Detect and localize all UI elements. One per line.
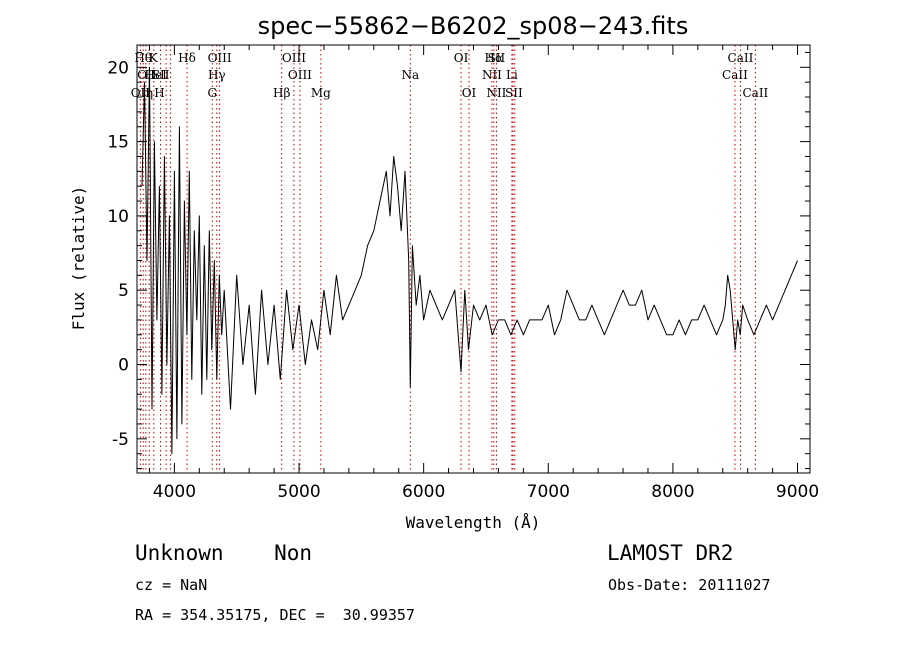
axis-ticks: 4000 5000 6000 7000 8000 9000 -5 0 5 10 15 20 (107, 45, 819, 502)
line-label: NII (486, 86, 506, 100)
line-label: G (207, 86, 217, 100)
line-label: OI (462, 86, 477, 100)
x-tick-label: 6000 (402, 482, 445, 502)
x-tick-label: 7000 (527, 482, 570, 502)
line-label: Hθ (134, 51, 152, 65)
emission-line-markers (139, 45, 756, 473)
line-label: OII (131, 86, 151, 100)
redshift-value: cz = NaN (135, 576, 208, 594)
plot-frame (136, 44, 811, 474)
y-axis-label: Flux (relative) (69, 186, 88, 331)
x-tick-label: 9000 (776, 482, 819, 502)
line-label: CaII (742, 86, 768, 100)
line-label: Hα (485, 51, 504, 65)
spectrum-series (141, 66, 798, 455)
x-tick-label: 4000 (153, 482, 196, 502)
y-tick-label: 10 (107, 207, 129, 227)
line-label: Li (506, 68, 518, 82)
coordinates: RA = 354.35175, DEC = 30.99357 (135, 606, 415, 624)
object-class-label: Unknown Non (135, 541, 313, 565)
line-label: CaII (728, 51, 754, 65)
line-label: OIII (288, 68, 312, 82)
y-tick-label: 5 (118, 281, 129, 301)
axes-frame (136, 44, 811, 474)
line-label: SII (505, 86, 523, 100)
line-label: Hβ (273, 86, 290, 100)
y-tick-label: 0 (118, 356, 129, 376)
line-label: Hδ (178, 51, 196, 65)
x-tick-label: 5000 (277, 482, 320, 502)
line-label: H (154, 86, 164, 100)
line-label: Hγ (208, 68, 226, 82)
line-label: SII (152, 68, 170, 82)
survey-label: LAMOST DR2 (607, 541, 734, 565)
line-label: SII (488, 51, 506, 65)
line-label: OIII (282, 51, 306, 65)
line-label: CaII (722, 68, 748, 82)
line-label: K (149, 51, 159, 65)
y-tick-label: 20 (107, 58, 129, 78)
spectrum-line (141, 66, 798, 455)
y-tick-label: 15 (107, 133, 129, 153)
line-label: OI (454, 51, 469, 65)
line-label: NII (482, 68, 502, 82)
x-axis-label: Wavelength (Å) (406, 513, 541, 532)
x-tick-label: 8000 (651, 482, 694, 502)
y-tick-label: -5 (112, 430, 129, 450)
line-label: OIII (208, 51, 232, 65)
obs-date: Obs-Date: 20111027 (608, 576, 771, 594)
line-label: Na (401, 68, 419, 82)
line-label: HeI (145, 68, 168, 82)
line-label: Mg (311, 86, 331, 100)
chart-title: spec−55862−B6202_sp08−243.fits (258, 12, 689, 40)
line-label: OII (137, 68, 157, 82)
